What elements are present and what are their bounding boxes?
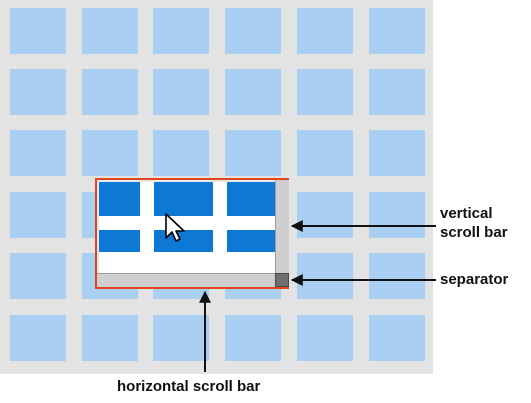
grid-tile	[369, 130, 425, 176]
scroll-bar-separator[interactable]	[275, 273, 289, 287]
vertical-scroll-bar[interactable]	[275, 180, 289, 273]
grid-tile	[297, 8, 353, 54]
horizontal-scroll-bar-label: horizontal scroll bar	[117, 378, 261, 395]
viewport-tile	[227, 230, 275, 252]
horizontal-scroll-bar[interactable]	[97, 273, 275, 287]
grid-tile	[10, 192, 66, 238]
grid-tile	[369, 192, 425, 238]
tile-canvas	[0, 0, 433, 374]
vertical-scroll-bar-label: vertical scroll bar	[440, 204, 530, 242]
separator-label: separator	[440, 271, 509, 288]
grid-tile	[82, 315, 138, 361]
grid-tile	[297, 315, 353, 361]
grid-tile	[225, 315, 281, 361]
grid-tile	[10, 315, 66, 361]
grid-tile	[297, 253, 353, 299]
grid-tile	[153, 69, 209, 115]
grid-tile	[82, 8, 138, 54]
grid-tile	[10, 130, 66, 176]
vertical-scroll-bar-label-line1: vertical	[440, 205, 493, 222]
grid-tile	[297, 130, 353, 176]
viewport-content	[99, 182, 275, 273]
grid-tile	[153, 8, 209, 54]
grid-tile	[10, 69, 66, 115]
grid-tile	[369, 8, 425, 54]
grid-tile	[225, 69, 281, 115]
grid-tile	[153, 315, 209, 361]
grid-tile	[297, 69, 353, 115]
viewport[interactable]	[95, 178, 289, 289]
grid-tile	[369, 253, 425, 299]
grid-tile	[82, 130, 138, 176]
grid-tile	[153, 130, 209, 176]
grid-tile	[369, 315, 425, 361]
grid-tile	[10, 253, 66, 299]
viewport-tile	[227, 182, 275, 216]
grid-tile	[225, 8, 281, 54]
mouse-cursor-icon	[165, 213, 185, 242]
viewport-tile	[154, 182, 213, 216]
grid-tile	[297, 192, 353, 238]
grid-tile	[82, 69, 138, 115]
grid-tile	[225, 130, 281, 176]
grid-tile	[369, 69, 425, 115]
grid-tile	[10, 8, 66, 54]
viewport-tile	[99, 230, 140, 252]
vertical-scroll-bar-label-line2: scroll bar	[440, 224, 508, 241]
viewport-tile	[99, 182, 140, 216]
